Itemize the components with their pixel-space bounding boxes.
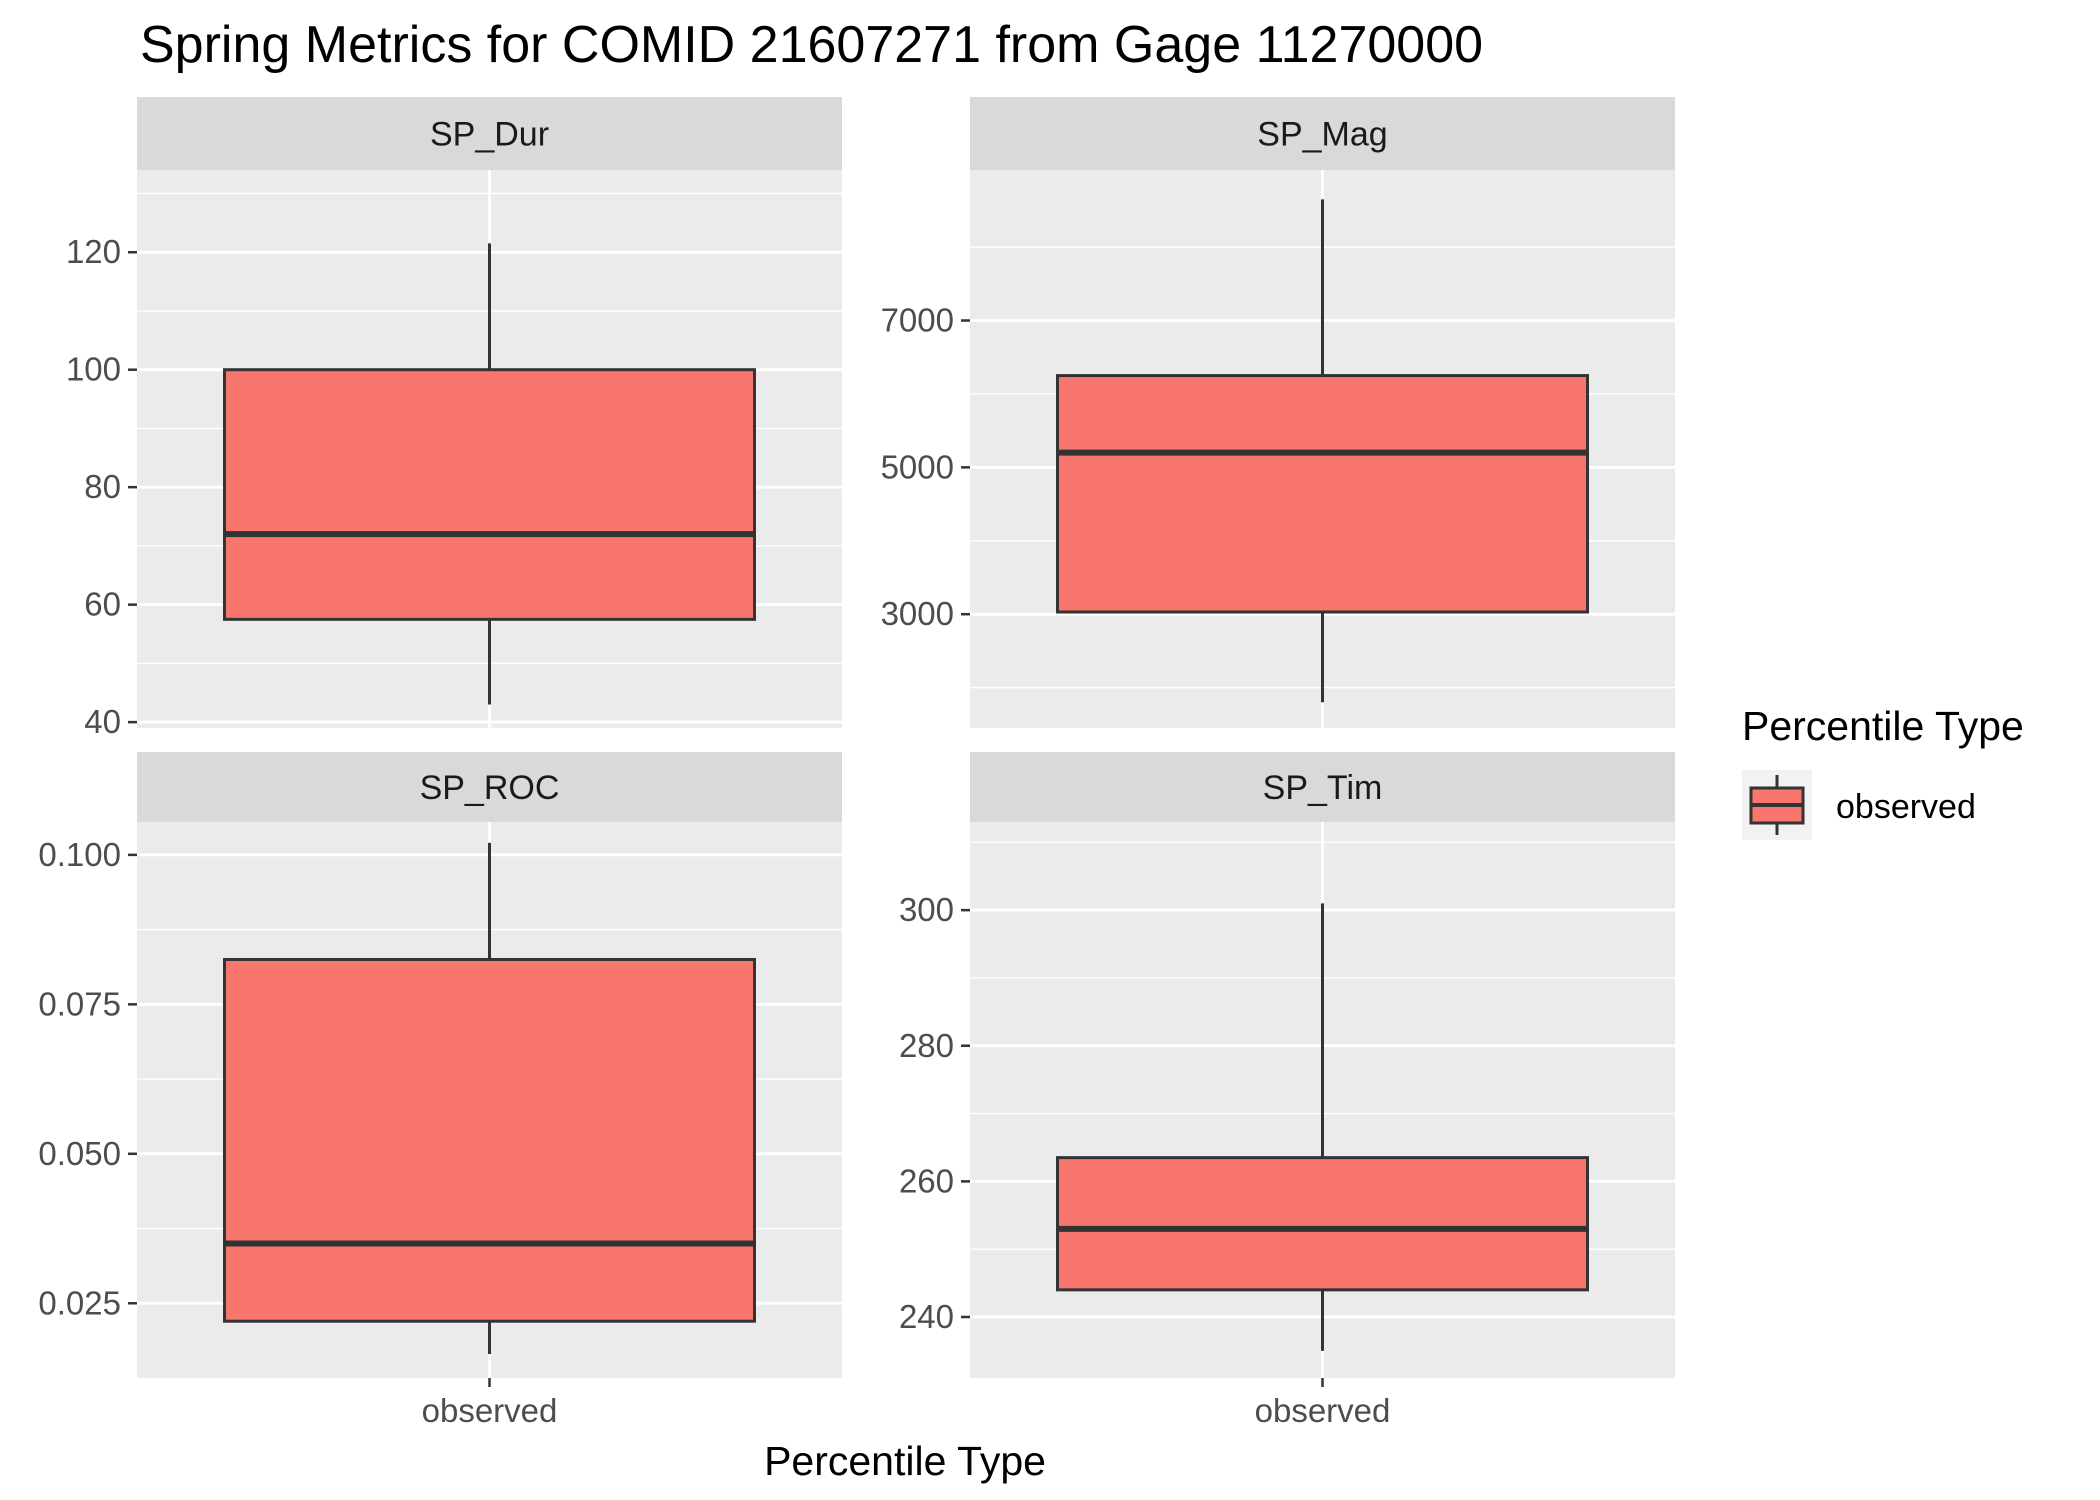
box-iqr	[223, 368, 756, 621]
chart-title: Spring Metrics for COMID 21607271 from G…	[140, 16, 1483, 74]
x-tick-label: observed	[1255, 1392, 1391, 1429]
panel-sp-roc: SP_ROC 0.025 0.050 0.075 0.100 observed	[38, 752, 842, 1429]
y-tick-label: 120	[66, 233, 121, 270]
box-iqr	[1056, 374, 1589, 614]
x-axis-title: Percentile Type	[764, 1438, 1046, 1484]
strip-background	[137, 97, 842, 170]
panel-sp-mag: SP_Mag 3000 5000 7000	[881, 97, 1675, 728]
y-tick-label: 0.075	[38, 985, 121, 1022]
y-tick-label: 100	[66, 351, 121, 388]
y-tick-label: 260	[899, 1162, 954, 1199]
strip-background	[137, 752, 842, 822]
strip-background	[970, 752, 1675, 822]
box-iqr	[223, 958, 756, 1323]
box-iqr	[1056, 1156, 1589, 1292]
strip-background	[970, 97, 1675, 170]
legend: Percentile Type observed	[1742, 703, 2024, 840]
y-tick-label: 280	[899, 1027, 954, 1064]
strip-label: SP_Tim	[1263, 769, 1383, 807]
panel-sp-tim: SP_Tim 240 260 280 300 observed	[899, 752, 1675, 1429]
x-tick-label: observed	[422, 1392, 558, 1429]
y-tick-label: 80	[84, 468, 121, 505]
y-tick-label: 40	[84, 703, 121, 740]
y-tick-label: 0.100	[38, 836, 121, 873]
y-tick-label: 0.050	[38, 1135, 121, 1172]
strip-label: SP_Dur	[430, 116, 549, 154]
panel-sp-dur: SP_Dur 40 60 80 100 120	[66, 97, 842, 740]
y-tick-label: 300	[899, 891, 954, 928]
y-tick-label: 7000	[881, 302, 954, 339]
legend-title: Percentile Type	[1742, 703, 2024, 749]
strip-label: SP_ROC	[420, 769, 560, 807]
y-tick-label: 0.025	[38, 1284, 121, 1321]
y-tick-label: 5000	[881, 448, 954, 485]
y-tick-label: 3000	[881, 595, 954, 632]
strip-label: SP_Mag	[1257, 116, 1387, 154]
legend-label-observed: observed	[1836, 788, 1976, 826]
y-tick-label: 240	[899, 1298, 954, 1335]
facet-panels: SP_Dur 40 60 80 100 120 SP_Mag 3000 5000 7000 SP_R…	[38, 97, 1675, 1429]
y-tick-label: 60	[84, 586, 121, 623]
